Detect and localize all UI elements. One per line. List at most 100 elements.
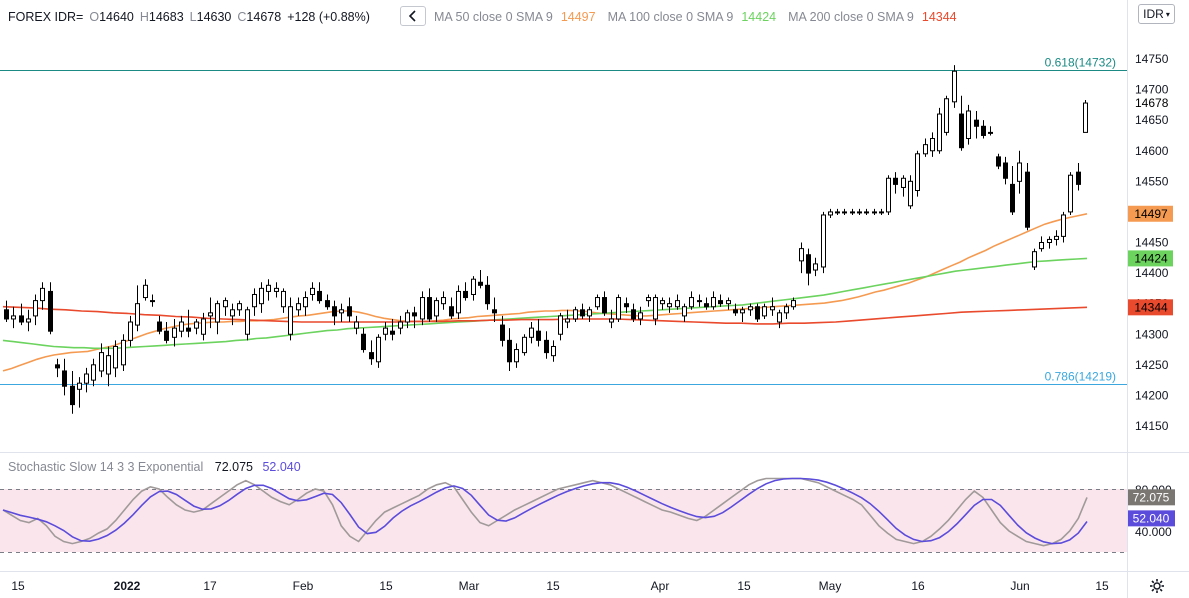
candle[interactable] bbox=[667, 297, 672, 313]
candle[interactable] bbox=[544, 331, 549, 359]
candle[interactable] bbox=[84, 367, 89, 393]
candle[interactable] bbox=[1047, 236, 1052, 249]
candle[interactable] bbox=[952, 65, 957, 108]
candle[interactable] bbox=[1039, 236, 1044, 252]
candle[interactable] bbox=[602, 291, 607, 316]
candle[interactable] bbox=[507, 328, 512, 371]
candle[interactable] bbox=[930, 132, 935, 157]
candle[interactable] bbox=[675, 294, 680, 310]
candle[interactable] bbox=[201, 312, 206, 341]
candle[interactable] bbox=[689, 291, 694, 310]
candle[interactable] bbox=[740, 306, 745, 323]
candle[interactable] bbox=[835, 208, 840, 215]
candle[interactable] bbox=[456, 285, 461, 319]
candle[interactable] bbox=[40, 282, 45, 310]
candle[interactable] bbox=[471, 276, 476, 301]
candle[interactable] bbox=[777, 309, 782, 329]
candle[interactable] bbox=[879, 208, 884, 215]
candle[interactable] bbox=[937, 107, 942, 154]
candle[interactable] bbox=[1025, 162, 1030, 231]
candle[interactable] bbox=[974, 110, 979, 139]
symbol-name[interactable]: FOREX IDR= bbox=[8, 10, 84, 24]
candle[interactable] bbox=[908, 175, 913, 209]
candle[interactable] bbox=[223, 297, 228, 316]
candle[interactable] bbox=[580, 303, 585, 319]
candle[interactable] bbox=[646, 294, 651, 307]
stochastic-title[interactable]: Stochastic Slow 14 3 3 Exponential bbox=[8, 460, 204, 474]
candle[interactable] bbox=[4, 300, 9, 323]
ma100-label[interactable]: MA 100 close 0 SMA 9 bbox=[607, 10, 734, 24]
candle[interactable] bbox=[726, 297, 731, 310]
candle[interactable] bbox=[274, 282, 279, 298]
candle[interactable] bbox=[106, 346, 111, 387]
candle[interactable] bbox=[558, 312, 563, 341]
candle[interactable] bbox=[376, 334, 381, 368]
candle[interactable] bbox=[923, 138, 928, 157]
candle[interactable] bbox=[813, 257, 818, 277]
candle[interactable] bbox=[529, 322, 534, 344]
candle[interactable] bbox=[317, 282, 322, 304]
candle[interactable] bbox=[398, 315, 403, 335]
candle[interactable] bbox=[230, 303, 235, 326]
candle[interactable] bbox=[1076, 162, 1081, 191]
candle[interactable] bbox=[478, 270, 483, 289]
candle[interactable] bbox=[638, 306, 643, 326]
candle[interactable] bbox=[172, 318, 177, 347]
candle[interactable] bbox=[143, 279, 148, 301]
candle[interactable] bbox=[718, 294, 723, 307]
candle[interactable] bbox=[266, 279, 271, 301]
candle[interactable] bbox=[245, 306, 250, 341]
candle[interactable] bbox=[55, 358, 60, 378]
candle[interactable] bbox=[624, 297, 629, 313]
candle[interactable] bbox=[551, 340, 556, 362]
candle[interactable] bbox=[383, 322, 388, 341]
candle[interactable] bbox=[762, 303, 767, 319]
candle[interactable] bbox=[296, 297, 301, 316]
candle[interactable] bbox=[1083, 99, 1088, 133]
candle[interactable] bbox=[857, 208, 862, 215]
candle[interactable] bbox=[500, 315, 505, 347]
candle[interactable] bbox=[1068, 172, 1073, 215]
candle[interactable] bbox=[784, 303, 789, 319]
candle[interactable] bbox=[850, 208, 855, 215]
candle[interactable] bbox=[697, 294, 702, 307]
candle[interactable] bbox=[347, 297, 352, 323]
ma200-label[interactable]: MA 200 close 0 SMA 9 bbox=[788, 10, 914, 24]
candle[interactable] bbox=[573, 306, 578, 323]
candle[interactable] bbox=[522, 334, 527, 356]
candle[interactable] bbox=[631, 303, 636, 323]
candle[interactable] bbox=[1061, 211, 1066, 243]
candle[interactable] bbox=[70, 370, 75, 414]
candle[interactable] bbox=[463, 282, 468, 301]
candle[interactable] bbox=[704, 297, 709, 310]
candle[interactable] bbox=[62, 358, 67, 396]
candle[interactable] bbox=[420, 291, 425, 326]
candle[interactable] bbox=[996, 153, 1001, 170]
candle[interactable] bbox=[966, 104, 971, 145]
candle[interactable] bbox=[259, 282, 264, 313]
candle[interactable] bbox=[26, 309, 31, 332]
candle[interactable] bbox=[893, 172, 898, 194]
candle[interactable] bbox=[711, 291, 716, 310]
candle[interactable] bbox=[157, 315, 162, 335]
candle[interactable] bbox=[616, 294, 621, 323]
candle[interactable] bbox=[682, 303, 687, 323]
candle[interactable] bbox=[390, 318, 395, 341]
candle[interactable] bbox=[405, 309, 410, 329]
candle[interactable] bbox=[587, 306, 592, 323]
candle[interactable] bbox=[821, 211, 826, 274]
candle[interactable] bbox=[660, 297, 665, 310]
candle[interactable] bbox=[164, 322, 169, 344]
collapse-legend-button[interactable] bbox=[400, 6, 426, 26]
candle[interactable] bbox=[1010, 166, 1015, 215]
candle[interactable] bbox=[1003, 156, 1008, 185]
candle[interactable] bbox=[121, 334, 126, 371]
candle[interactable] bbox=[748, 303, 753, 316]
candle[interactable] bbox=[303, 291, 308, 316]
candle[interactable] bbox=[237, 300, 242, 316]
candle[interactable] bbox=[886, 175, 891, 215]
candle[interactable] bbox=[1054, 230, 1059, 246]
ma50-label[interactable]: MA 50 close 0 SMA 9 bbox=[434, 10, 553, 24]
candle[interactable] bbox=[186, 309, 191, 338]
